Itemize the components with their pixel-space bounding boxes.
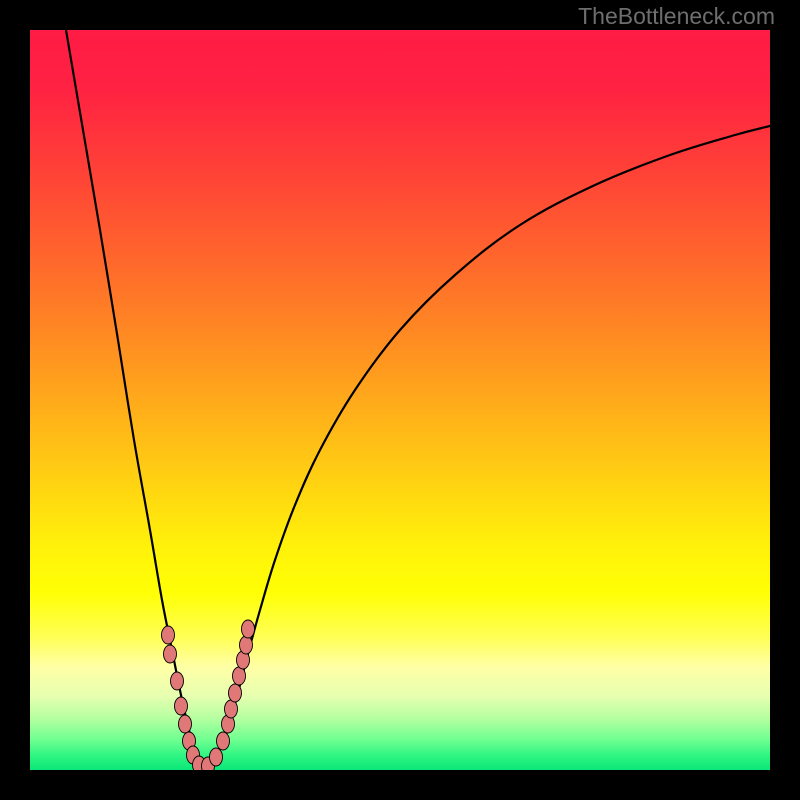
data-marker [210, 748, 223, 766]
data-marker [240, 636, 253, 654]
data-marker [229, 684, 242, 702]
data-marker [242, 620, 255, 638]
data-marker [179, 715, 192, 733]
watermark-text: TheBottleneck.com [578, 3, 775, 29]
chart-container: TheBottleneck.com [0, 0, 800, 800]
data-marker [217, 732, 230, 750]
data-marker [171, 672, 184, 690]
data-marker [175, 697, 188, 715]
chart-background [30, 30, 770, 770]
bottleneck-chart-svg: TheBottleneck.com [0, 0, 800, 800]
data-marker [233, 667, 246, 685]
data-marker [164, 645, 177, 663]
data-marker [225, 700, 238, 718]
data-marker [162, 626, 175, 644]
